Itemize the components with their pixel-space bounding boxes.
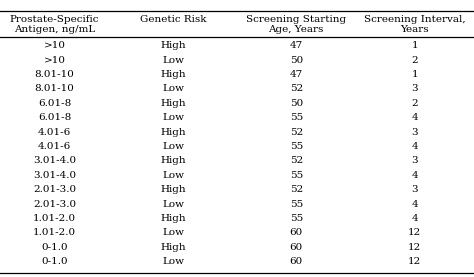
Text: 55: 55: [290, 113, 303, 122]
Text: 55: 55: [290, 200, 303, 209]
Text: 4.01-6: 4.01-6: [38, 142, 71, 151]
Text: 12: 12: [408, 229, 421, 237]
Text: 55: 55: [290, 171, 303, 180]
Text: 6.01-8: 6.01-8: [38, 113, 71, 122]
Text: 55: 55: [290, 142, 303, 151]
Text: >10: >10: [44, 41, 65, 50]
Text: 2.01-3.0: 2.01-3.0: [33, 185, 76, 194]
Text: Screening Interval,: Screening Interval,: [364, 15, 465, 24]
Text: 6.01-8: 6.01-8: [38, 99, 71, 108]
Text: 4: 4: [411, 200, 418, 209]
Text: 55: 55: [290, 214, 303, 223]
Text: 1: 1: [411, 70, 418, 79]
Text: High: High: [160, 99, 186, 108]
Text: Low: Low: [162, 142, 184, 151]
Text: 12: 12: [408, 257, 421, 266]
Text: 2.01-3.0: 2.01-3.0: [33, 200, 76, 209]
Text: 3: 3: [411, 157, 418, 165]
Text: 8.01-10: 8.01-10: [35, 84, 74, 93]
Text: 52: 52: [290, 157, 303, 165]
Text: 3.01-4.0: 3.01-4.0: [33, 171, 76, 180]
Text: 52: 52: [290, 84, 303, 93]
Text: Low: Low: [162, 229, 184, 237]
Text: 2: 2: [411, 99, 418, 108]
Text: Low: Low: [162, 200, 184, 209]
Text: Genetic Risk: Genetic Risk: [140, 15, 206, 24]
Text: 2: 2: [411, 56, 418, 65]
Text: Low: Low: [162, 257, 184, 266]
Text: 4: 4: [411, 171, 418, 180]
Text: Antigen, ng/mL: Antigen, ng/mL: [14, 25, 95, 34]
Text: High: High: [160, 41, 186, 50]
Text: 52: 52: [290, 128, 303, 137]
Text: 60: 60: [290, 257, 303, 266]
Text: Low: Low: [162, 113, 184, 122]
Text: 3: 3: [411, 84, 418, 93]
Text: Prostate-Specific: Prostate-Specific: [10, 15, 99, 24]
Text: 52: 52: [290, 185, 303, 194]
Text: 8.01-10: 8.01-10: [35, 70, 74, 79]
Text: High: High: [160, 157, 186, 165]
Text: 0-1.0: 0-1.0: [41, 257, 68, 266]
Text: High: High: [160, 243, 186, 252]
Text: 47: 47: [290, 70, 303, 79]
Text: 1.01-2.0: 1.01-2.0: [33, 214, 76, 223]
Text: High: High: [160, 185, 186, 194]
Text: 3.01-4.0: 3.01-4.0: [33, 157, 76, 165]
Text: 60: 60: [290, 229, 303, 237]
Text: Age, Years: Age, Years: [269, 25, 324, 34]
Text: Years: Years: [401, 25, 429, 34]
Text: Low: Low: [162, 84, 184, 93]
Text: High: High: [160, 128, 186, 137]
Text: 50: 50: [290, 99, 303, 108]
Text: 4: 4: [411, 214, 418, 223]
Text: 1: 1: [411, 41, 418, 50]
Text: 12: 12: [408, 243, 421, 252]
Text: 50: 50: [290, 56, 303, 65]
Text: 3: 3: [411, 128, 418, 137]
Text: 60: 60: [290, 243, 303, 252]
Text: 4.01-6: 4.01-6: [38, 128, 71, 137]
Text: 0-1.0: 0-1.0: [41, 243, 68, 252]
Text: Low: Low: [162, 171, 184, 180]
Text: 3: 3: [411, 185, 418, 194]
Text: 4: 4: [411, 113, 418, 122]
Text: >10: >10: [44, 56, 65, 65]
Text: Low: Low: [162, 56, 184, 65]
Text: 1.01-2.0: 1.01-2.0: [33, 229, 76, 237]
Text: High: High: [160, 70, 186, 79]
Text: 47: 47: [290, 41, 303, 50]
Text: 4: 4: [411, 142, 418, 151]
Text: High: High: [160, 214, 186, 223]
Text: Screening Starting: Screening Starting: [246, 15, 346, 24]
